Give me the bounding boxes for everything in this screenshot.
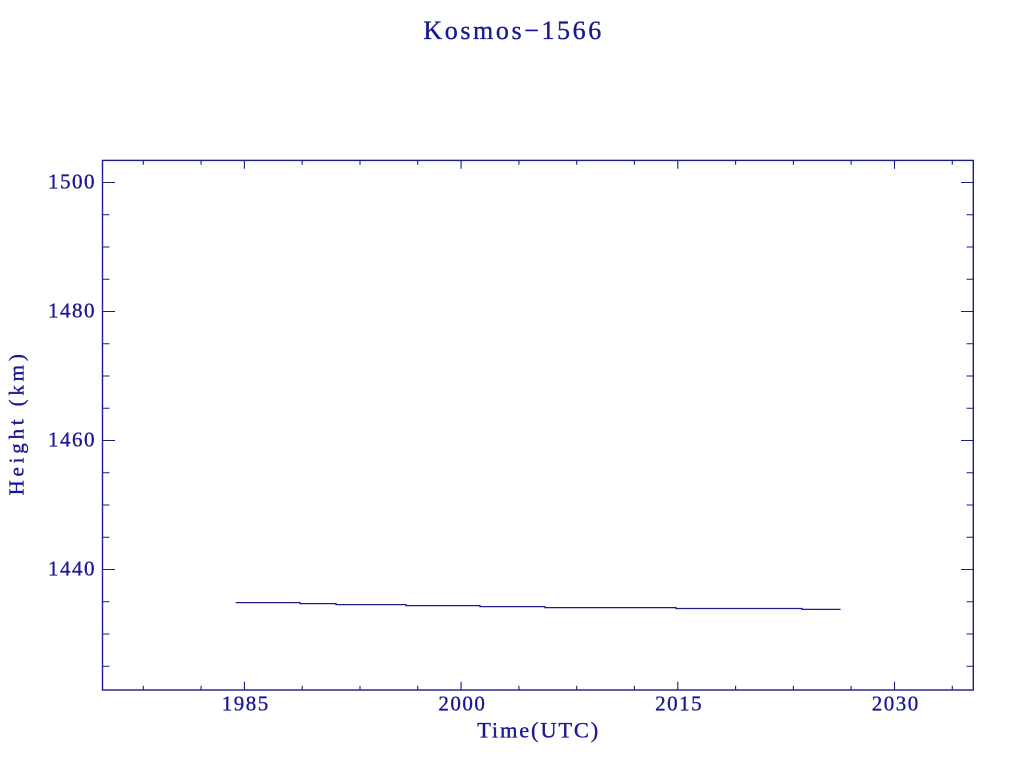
svg-text:1480: 1480 (48, 299, 96, 323)
svg-text:Kosmos−1566: Kosmos−1566 (423, 16, 604, 45)
svg-text:1440: 1440 (48, 557, 96, 581)
svg-text:2015: 2015 (655, 692, 703, 716)
svg-text:Height (km): Height (km) (5, 350, 29, 495)
svg-text:1460: 1460 (48, 428, 96, 452)
svg-text:2000: 2000 (438, 692, 486, 716)
svg-text:2030: 2030 (872, 692, 920, 716)
svg-text:1985: 1985 (222, 692, 270, 716)
svg-text:1500: 1500 (48, 170, 96, 194)
svg-text:Time(UTC): Time(UTC) (477, 717, 600, 742)
